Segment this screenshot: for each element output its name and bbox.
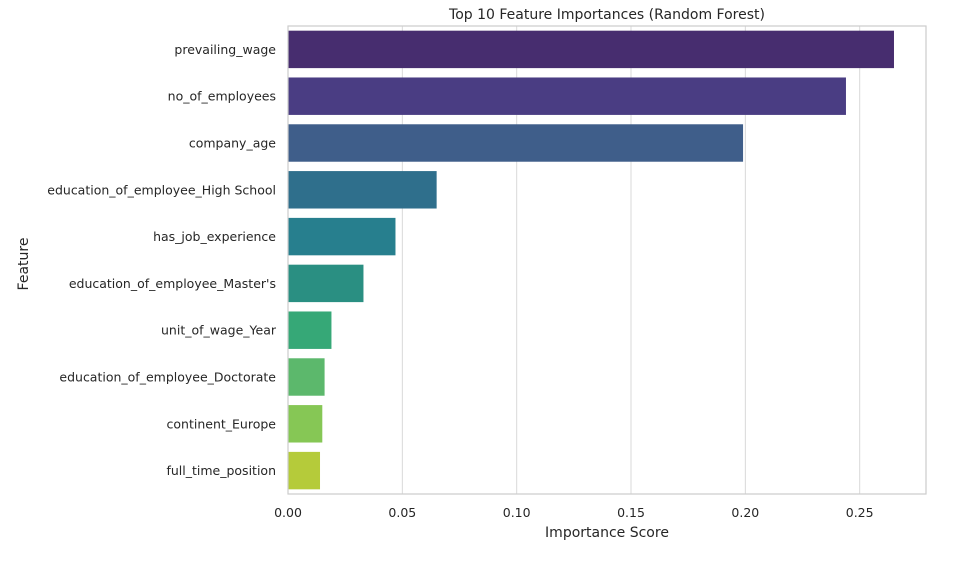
plot-frame — [287, 25, 927, 495]
y-axis-label: Feature — [16, 238, 32, 291]
bar — [288, 358, 325, 396]
y-tick-label: has_job_experience — [153, 229, 276, 244]
bar — [288, 217, 396, 256]
y-tick-label: education_of_employee_High School — [47, 182, 276, 197]
bar — [288, 405, 323, 443]
y-tick-label: continent_Europe — [167, 416, 277, 431]
bar — [288, 264, 364, 303]
y-tick-label: company_age — [189, 136, 276, 151]
y-tick-label: no_of_employees — [168, 89, 276, 104]
y-tick-label: prevailing_wage — [174, 42, 276, 57]
bar — [288, 30, 894, 69]
x-tick-label: 0.00 — [274, 505, 302, 520]
x-tick-label: 0.05 — [388, 505, 416, 520]
y-tick-labels: prevailing_wage no_of_employees company_ag… — [47, 42, 277, 478]
bar — [288, 77, 846, 115]
x-tick-label: 0.20 — [731, 505, 759, 520]
x-tick-label: 0.10 — [503, 505, 531, 520]
y-tick-label: education_of_employee_Master's — [69, 276, 276, 291]
y-tick-label: full_time_position — [166, 463, 276, 478]
bar — [288, 451, 321, 490]
bars — [288, 30, 894, 490]
x-tick-label: 0.25 — [846, 505, 874, 520]
y-tick-label: unit_of_wage_Year — [161, 323, 277, 338]
bar — [288, 171, 437, 209]
x-axis-label: Importance Score — [545, 525, 669, 541]
chart-title: Top 10 Feature Importances (Random Fores… — [448, 7, 765, 23]
x-tick-labels: 0.00 0.05 0.10 0.15 0.20 0.25 — [274, 505, 874, 520]
bar — [288, 124, 744, 162]
y-tick-label: education_of_employee_Doctorate — [59, 370, 276, 385]
x-tick-label: 0.15 — [617, 505, 645, 520]
bar — [288, 311, 332, 349]
